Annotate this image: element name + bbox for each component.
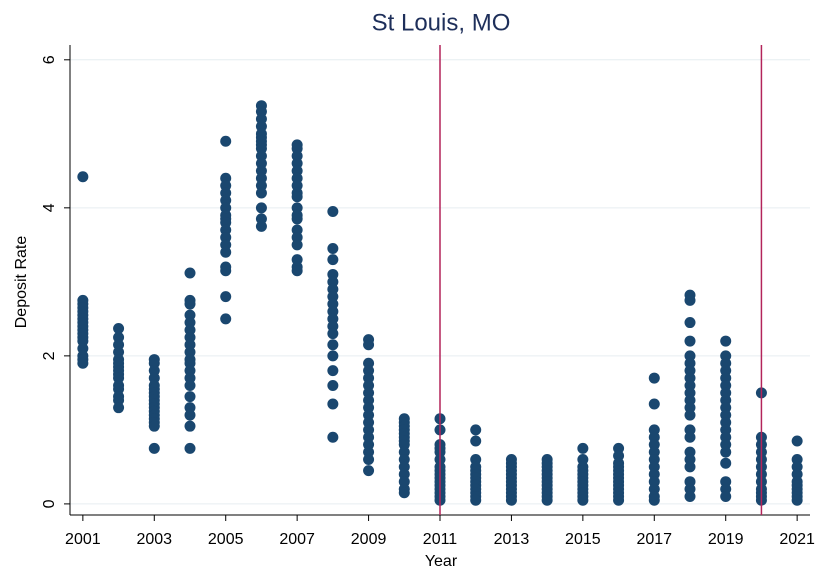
- x-tick-label: 2013: [494, 531, 530, 548]
- point: [648, 494, 660, 506]
- point: [684, 335, 696, 347]
- point: [327, 339, 339, 351]
- x-axis-label: Year: [425, 553, 458, 570]
- point: [720, 446, 732, 458]
- point: [327, 328, 339, 340]
- point: [77, 171, 89, 183]
- point: [791, 494, 803, 506]
- x-tick-label: 2017: [636, 531, 672, 548]
- point: [327, 398, 339, 410]
- y-axis-label: Deposit Rate: [13, 236, 30, 329]
- point: [327, 350, 339, 362]
- point: [220, 246, 232, 258]
- point: [113, 402, 125, 414]
- point: [184, 442, 196, 454]
- point: [398, 487, 410, 499]
- point: [291, 265, 303, 277]
- point: [720, 490, 732, 502]
- point: [684, 490, 696, 502]
- x-tick-label: 2007: [279, 531, 315, 548]
- point: [77, 357, 89, 369]
- point: [577, 442, 589, 454]
- point: [220, 135, 232, 147]
- point: [470, 494, 482, 506]
- point: [363, 465, 375, 477]
- chart-title: St Louis, MO: [372, 9, 511, 36]
- point: [470, 435, 482, 447]
- point: [363, 453, 375, 465]
- point: [184, 298, 196, 310]
- y-tick-label: 2: [41, 351, 58, 360]
- point: [255, 220, 267, 232]
- point: [291, 191, 303, 203]
- x-tick-label: 2003: [136, 531, 172, 548]
- point: [684, 409, 696, 421]
- point: [220, 265, 232, 277]
- x-tick-label: 2005: [208, 531, 244, 548]
- point: [684, 431, 696, 443]
- point: [577, 494, 589, 506]
- point: [720, 335, 732, 347]
- point: [184, 420, 196, 432]
- point: [327, 243, 339, 255]
- x-tick-label: 2015: [565, 531, 601, 548]
- point: [505, 494, 517, 506]
- point: [220, 291, 232, 303]
- point: [327, 365, 339, 377]
- point: [255, 187, 267, 199]
- point: [648, 372, 660, 384]
- point: [613, 494, 625, 506]
- x-tick-label: 2011: [423, 531, 458, 548]
- y-tick-label: 4: [41, 203, 58, 212]
- point: [791, 435, 803, 447]
- point: [363, 339, 375, 351]
- point: [148, 420, 160, 432]
- y-tick-label: 0: [41, 499, 58, 508]
- point: [684, 317, 696, 329]
- point: [184, 267, 196, 279]
- point: [291, 239, 303, 251]
- point: [113, 322, 125, 334]
- point: [327, 379, 339, 391]
- x-tick-label: 2001: [65, 531, 101, 548]
- point: [184, 409, 196, 421]
- point: [220, 313, 232, 325]
- point: [255, 202, 267, 214]
- point: [184, 379, 196, 391]
- x-tick-label: 2009: [351, 531, 387, 548]
- point: [684, 294, 696, 306]
- point: [684, 461, 696, 473]
- point: [327, 254, 339, 266]
- point: [327, 206, 339, 218]
- x-tick-label: 2021: [779, 531, 815, 548]
- x-tick-label: 2019: [708, 531, 744, 548]
- point: [720, 457, 732, 469]
- point: [184, 391, 196, 403]
- point: [470, 424, 482, 436]
- point: [148, 442, 160, 454]
- y-tick-label: 6: [41, 55, 58, 64]
- point: [648, 398, 660, 410]
- point: [327, 431, 339, 443]
- point: [291, 213, 303, 225]
- point: [541, 494, 553, 506]
